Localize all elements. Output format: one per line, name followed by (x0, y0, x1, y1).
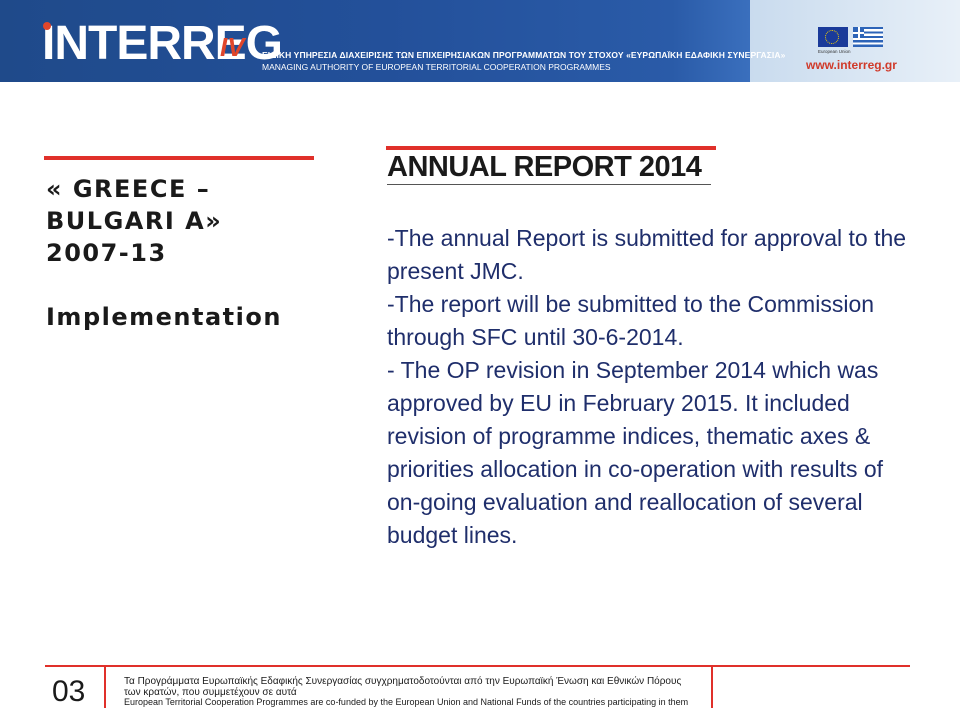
logo-text: INTERREG (42, 17, 283, 70)
footer-divider (45, 665, 910, 667)
paragraph-submission: -The annual Report is submitted for appr… (387, 225, 907, 284)
section-label: Implementation (46, 303, 282, 331)
programme-period: 2007-13 (46, 239, 167, 267)
greek-flag-icon (853, 27, 883, 47)
page-title: ANNUAL REPORT 2014 (387, 151, 702, 183)
report-body: -The annual Report is submitted for appr… (387, 222, 907, 552)
footer-separator (104, 666, 106, 708)
page-number: 03 (52, 675, 86, 708)
funding-note-greek: Τα Προγράμματα Ευρωπαϊκής Εδαφικής Συνερ… (124, 676, 682, 698)
authority-greek: ΕΙΔΙΚΗ ΥΠΗΡΕΣΙΑ ΔΙΑΧΕΙΡΙΣΗΣ ΤΩΝ ΕΠΙΧΕΙΡΗ… (262, 50, 786, 60)
authority-english: MANAGING AUTHORITY OF EUROPEAN TERRITORI… (262, 62, 611, 72)
programme-name-line1: « GREECE – (46, 175, 211, 203)
eu-flag-icon (818, 27, 848, 47)
website-url[interactable]: www.interreg.gr (806, 58, 897, 72)
paragraph-revision: - The OP revision in September 2014 whic… (387, 357, 884, 548)
programme-name-line2: BULGARI A» (46, 207, 223, 235)
title-accent-bar (386, 146, 716, 150)
footer-separator (711, 666, 713, 708)
funding-note-english: European Territorial Cooperation Program… (124, 697, 689, 707)
sidebar: « GREECE – BULGARI A» 2007-13 Implementa… (46, 173, 316, 333)
title-underline (387, 184, 711, 185)
sidebar-accent-bar (44, 156, 314, 160)
paragraph-commission: -The report will be submitted to the Com… (387, 291, 875, 350)
eu-caption: European Union (818, 49, 851, 54)
logo-dot-icon (43, 22, 51, 30)
logo-suffix: IV (220, 32, 245, 62)
